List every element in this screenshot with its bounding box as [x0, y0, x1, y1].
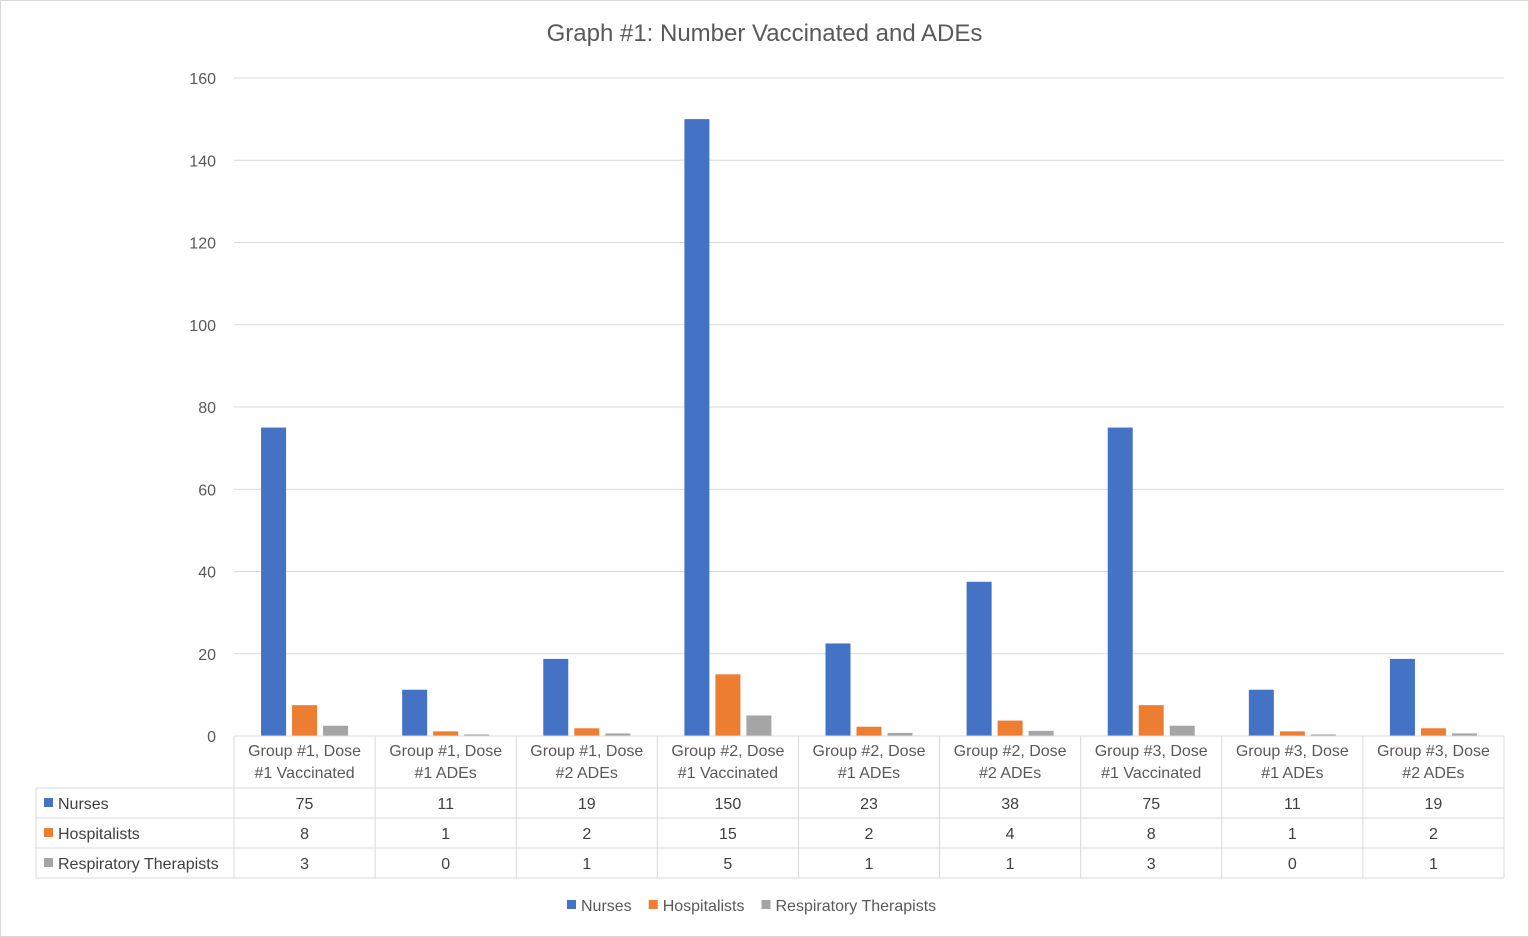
data-label: 1 [1006, 856, 1015, 873]
category-label: #2 ADEs [1402, 765, 1464, 782]
category-label: #1 Vaccinated [254, 765, 354, 782]
bar-respiratory-therapists [746, 715, 772, 736]
y-tick-label: 60 [198, 482, 216, 499]
bar-hospitalists [856, 726, 882, 736]
category-label: Group #2, Dose [954, 743, 1067, 760]
table-row-label: Nurses [58, 796, 109, 813]
bar-respiratory-therapists [605, 733, 631, 736]
bar-nurses [966, 581, 992, 736]
data-label: 3 [300, 856, 309, 873]
legend-swatch-nurses [567, 900, 576, 909]
y-tick-label: 160 [189, 71, 216, 88]
table-key-respiratory-therapists [44, 858, 53, 867]
bar-nurses [825, 643, 851, 736]
bar-hospitalists [574, 728, 600, 736]
data-label: 75 [1142, 796, 1160, 813]
data-label: 5 [723, 856, 732, 873]
category-label: Group #1, Dose [389, 743, 502, 760]
legend-label: Respiratory Therapists [776, 898, 937, 915]
y-tick-label: 20 [198, 647, 216, 664]
bar-respiratory-therapists [1451, 733, 1477, 736]
category-label: Group #2, Dose [813, 743, 926, 760]
bar-hospitalists [1420, 728, 1446, 736]
data-label: 3 [1147, 856, 1156, 873]
category-label: #1 ADEs [1261, 765, 1323, 782]
category-label: #1 Vaccinated [1101, 765, 1201, 782]
legend-swatch-respiratory-therapists [761, 900, 771, 909]
bar-hospitalists [715, 674, 741, 736]
data-label: 38 [1001, 796, 1019, 813]
y-tick-label: 140 [189, 153, 216, 170]
bar-respiratory-therapists [323, 725, 349, 736]
table-key-nurses [44, 798, 53, 807]
category-label: #1 Vaccinated [678, 765, 778, 782]
legend-label: Nurses [581, 898, 632, 915]
bar-nurses [1107, 427, 1133, 736]
data-label: 150 [715, 796, 742, 813]
data-label: 0 [1288, 856, 1297, 873]
data-label: 11 [1284, 796, 1301, 813]
data-label: 1 [582, 856, 591, 873]
category-label: #1 ADEs [415, 765, 477, 782]
bar-hospitalists [433, 731, 459, 736]
bar-hospitalists [997, 720, 1023, 736]
category-label: Group #1, Dose [248, 743, 361, 760]
y-tick-label: 80 [198, 400, 216, 417]
data-label: 75 [296, 796, 314, 813]
category-label: Group #3, Dose [1377, 743, 1490, 760]
category-label: Group #2, Dose [671, 743, 784, 760]
table-row-label: Hospitalists [58, 826, 140, 843]
bar-nurses [684, 119, 710, 736]
category-label: Group #1, Dose [530, 743, 643, 760]
data-label: 11 [437, 796, 454, 813]
y-tick-label: 120 [189, 236, 216, 253]
category-label: #1 ADEs [838, 765, 900, 782]
data-label: 1 [1429, 856, 1438, 873]
bar-nurses [402, 689, 428, 736]
bar-respiratory-therapists [1169, 725, 1195, 736]
bar-nurses [1248, 689, 1274, 736]
category-label: #2 ADEs [556, 765, 618, 782]
bar-nurses [543, 658, 569, 736]
bar-respiratory-therapists [887, 732, 913, 736]
y-tick-label: 100 [189, 318, 216, 335]
data-label: 4 [1006, 826, 1015, 843]
bar-nurses [261, 427, 287, 736]
category-label: #2 ADEs [979, 765, 1041, 782]
bar-nurses [1389, 658, 1415, 736]
data-label: 19 [1425, 796, 1443, 813]
data-label: 8 [300, 826, 309, 843]
bar-respiratory-therapists [1310, 734, 1336, 736]
legend-swatch-hospitalists [648, 900, 658, 909]
data-label: 1 [865, 856, 874, 873]
data-label: 15 [719, 826, 737, 843]
bar-hospitalists [1138, 705, 1164, 736]
category-label: Group #3, Dose [1095, 743, 1208, 760]
data-label: 19 [578, 796, 596, 813]
table-row-label: Respiratory Therapists [58, 856, 219, 873]
y-tick-label: 0 [207, 729, 216, 746]
data-label: 2 [582, 826, 591, 843]
data-label: 0 [441, 856, 450, 873]
data-label: 2 [1429, 826, 1438, 843]
bar-hospitalists [1279, 731, 1305, 736]
table-key-hospitalists [44, 828, 53, 837]
category-label: Group #3, Dose [1236, 743, 1349, 760]
legend-label: Hospitalists [663, 898, 745, 915]
bar-respiratory-therapists [1028, 730, 1054, 736]
y-tick-label: 40 [198, 565, 216, 582]
chart-title: Graph #1: Number Vaccinated and ADEs [546, 20, 983, 47]
bar-hospitalists [292, 705, 318, 736]
data-label: 23 [860, 796, 878, 813]
data-label: 8 [1147, 826, 1156, 843]
data-label: 1 [1288, 826, 1297, 843]
data-label: 2 [865, 826, 874, 843]
data-label: 1 [441, 826, 450, 843]
bar-respiratory-therapists [464, 734, 490, 736]
